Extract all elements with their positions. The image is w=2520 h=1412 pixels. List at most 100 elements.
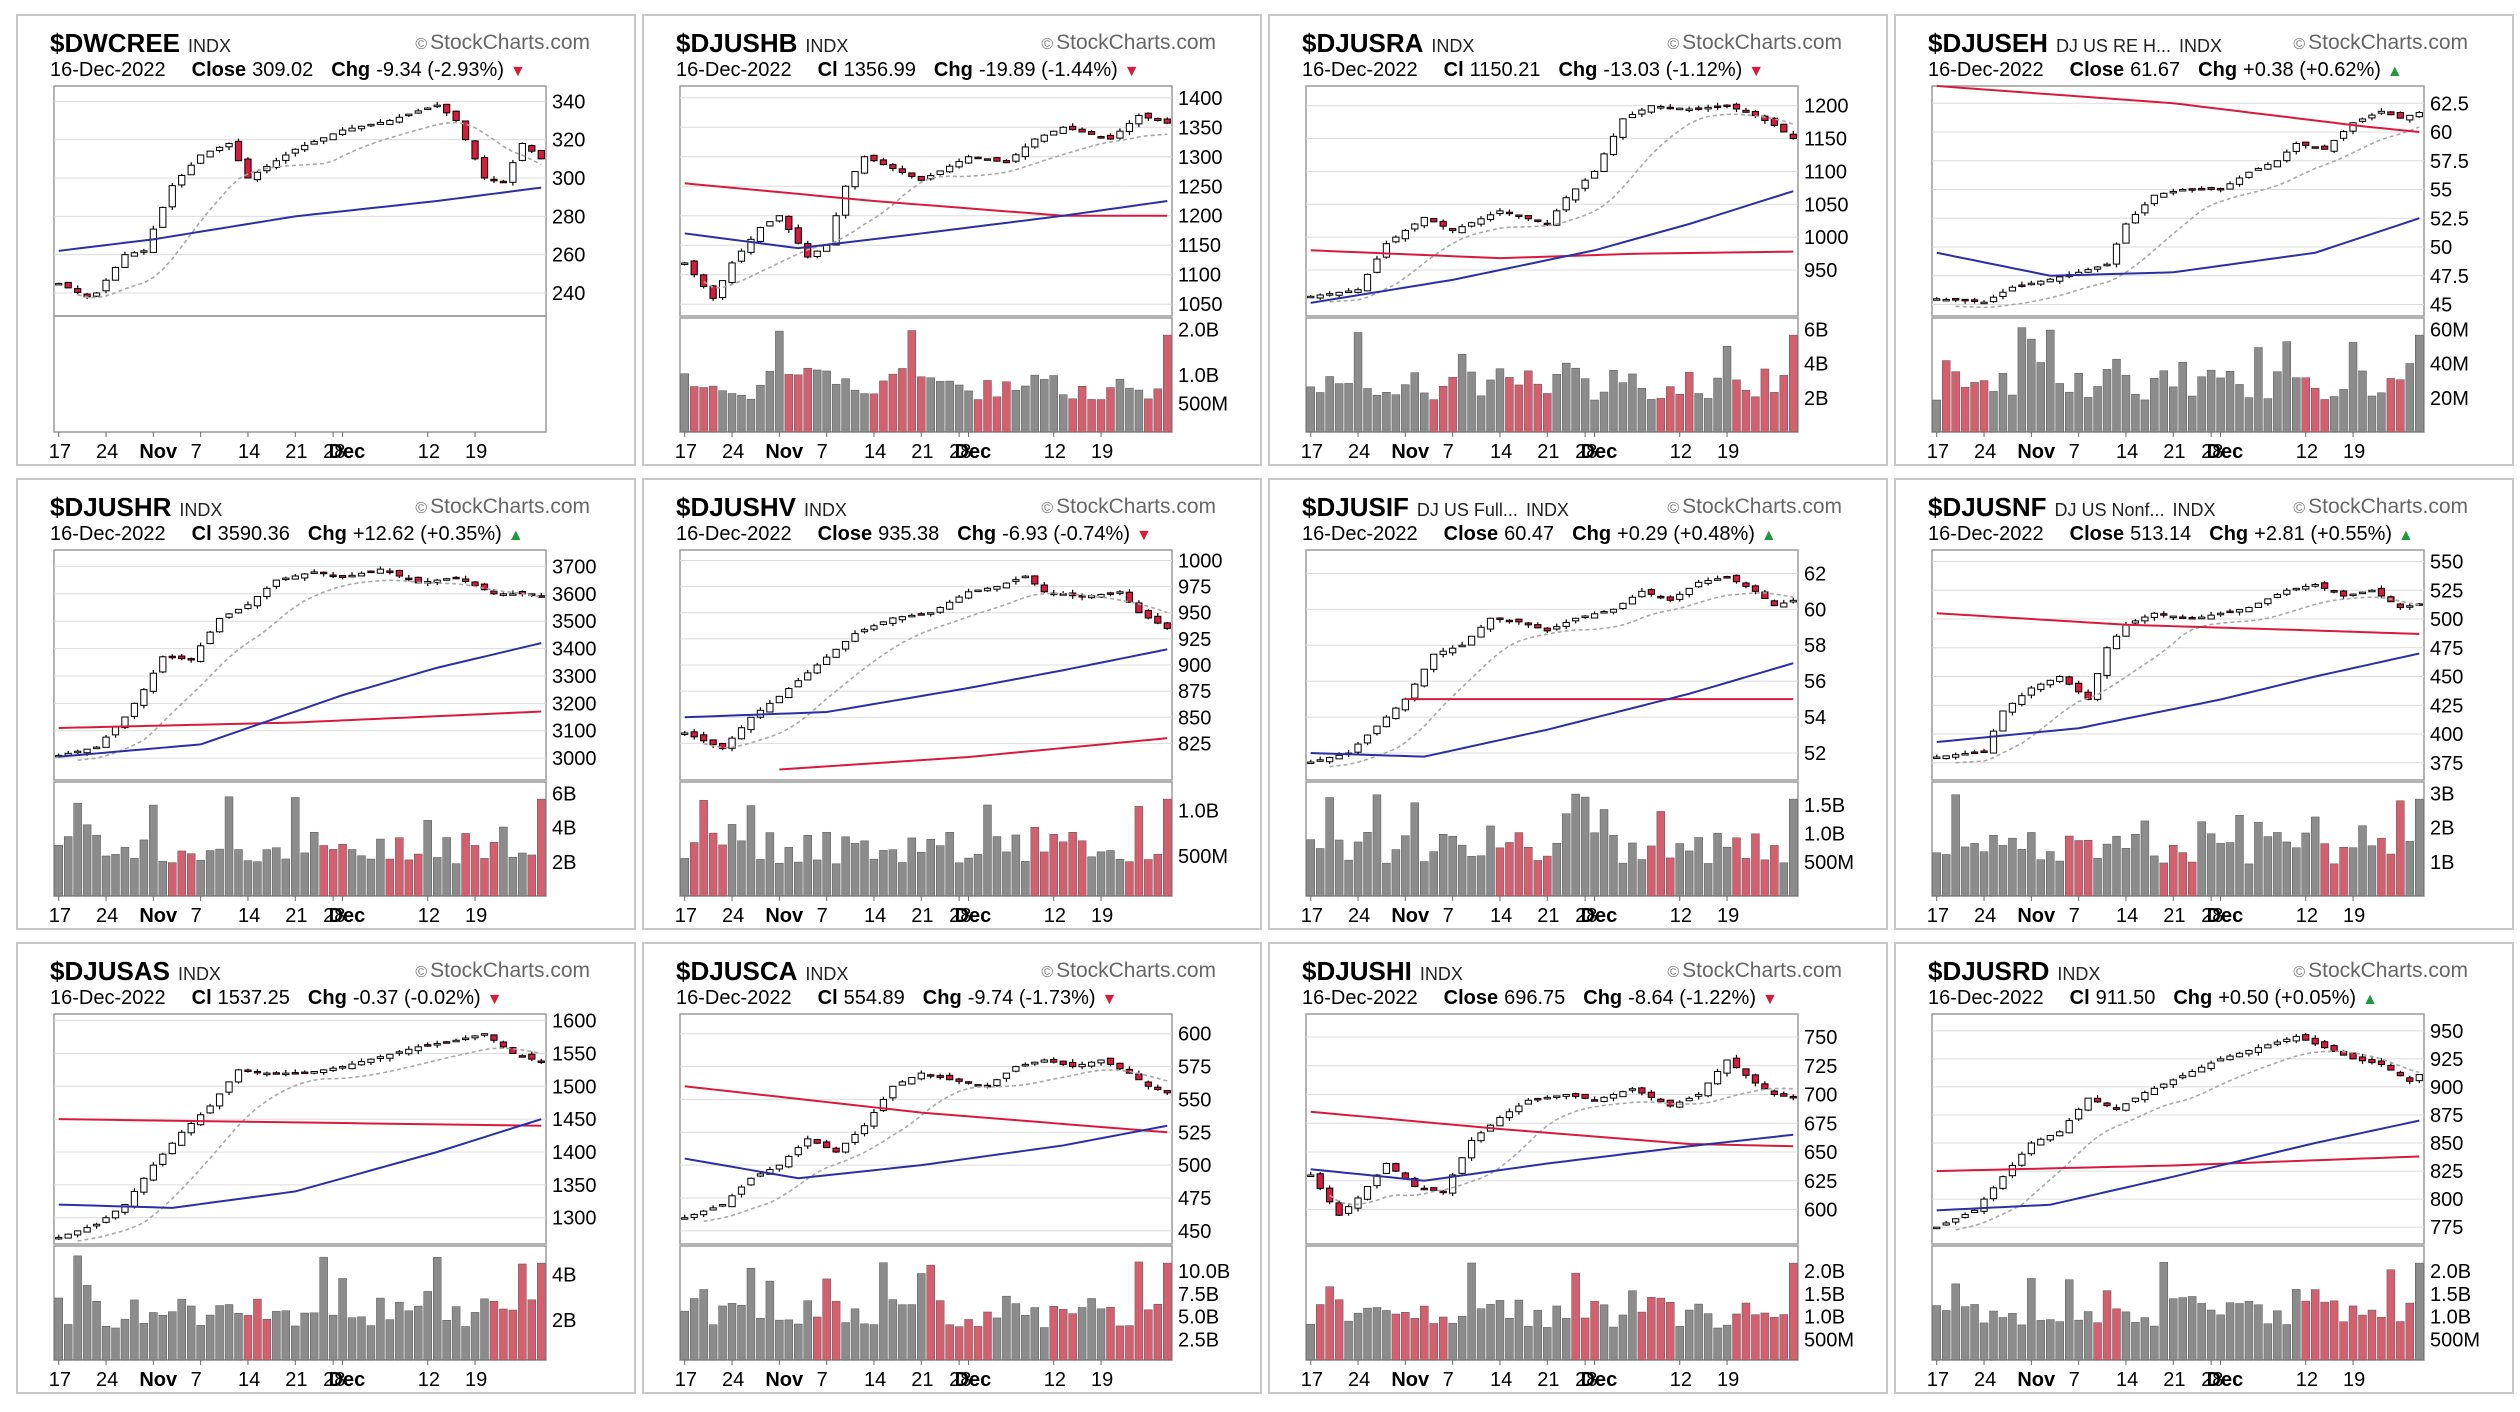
candle [851, 171, 859, 188]
index-type: INDX [805, 964, 849, 984]
candle [860, 629, 869, 633]
volume-bar [1599, 391, 1609, 433]
symbol-label[interactable]: $DJUSCA [676, 956, 798, 986]
candle [1638, 109, 1646, 115]
volume-bar [718, 844, 727, 897]
close-value: 1356.99 [843, 59, 916, 81]
candle [111, 1210, 120, 1219]
volume-bar [2320, 399, 2329, 433]
volume-bar [2263, 1323, 2273, 1361]
symbol-label[interactable]: $DJUSHI [1302, 956, 1412, 986]
volume-bar [1989, 1310, 1998, 1361]
volume-bar [2064, 1279, 2074, 1361]
x-tick-label: 14 [2116, 441, 2138, 463]
x-tick-label: 14 [2116, 1369, 2138, 1391]
symbol-label[interactable]: $DJUSNF [1928, 492, 2047, 522]
volume-bar [1722, 345, 1732, 433]
y-tick-label: 1350 [552, 1175, 597, 1197]
volume-bar [1068, 398, 1077, 433]
y-tick-label: 425 [2430, 695, 2463, 717]
y-tick-label: 1200 [1178, 206, 1223, 228]
change-value: -9.34 (-2.93%) [376, 59, 504, 81]
quote-line: 16-Dec-2022 Close 935.38 Chg -6.93 (-0.74%) ▼ [676, 523, 1250, 547]
candle [1961, 753, 1969, 756]
candle [1657, 106, 1665, 109]
close-value: 1150.21 [1469, 59, 1541, 81]
candle [338, 575, 347, 578]
candle [1363, 1186, 1372, 1200]
candle [102, 279, 110, 292]
volume-bar [1021, 1314, 1030, 1361]
volume-bar [1058, 841, 1068, 897]
volume-bar [1467, 856, 1476, 897]
candle [2254, 1047, 2263, 1053]
volume-bar [746, 398, 756, 433]
x-tick-label: 17 [1301, 905, 1323, 927]
volume-bar [794, 1323, 803, 1361]
candle [2396, 603, 2404, 608]
symbol-label[interactable]: $DJUSHR [50, 492, 172, 522]
volume-bar [1011, 834, 1021, 897]
symbol-label[interactable]: $DJUSAS [50, 956, 170, 986]
candle [1467, 222, 1476, 227]
volume-bar [964, 390, 973, 433]
candle [1059, 126, 1067, 134]
volume-bar [822, 370, 831, 433]
y-tick-label: 1400 [552, 1142, 597, 1164]
x-tick-label: 14 [864, 1369, 886, 1391]
y-tick-label: 55 [2430, 180, 2452, 202]
volume-bar [2150, 1325, 2159, 1361]
y-tick-label: 3700 [552, 556, 597, 578]
volume-bar [461, 1326, 470, 1361]
candle [1676, 107, 1684, 111]
volume-bar [1524, 370, 1533, 433]
volume-bar [964, 1319, 973, 1361]
volume-bar [366, 1325, 376, 1361]
candle [2141, 204, 2149, 214]
ma10-line [77, 121, 542, 299]
candle [338, 1066, 347, 1069]
volume-tick-label: 1B [2430, 852, 2454, 874]
y-tick-label: 54 [1804, 707, 1826, 729]
symbol-label[interactable]: $DWCREE [50, 28, 181, 58]
symbol-label[interactable]: $DJUSHB [676, 28, 798, 58]
volume-bar [1941, 360, 1951, 433]
volume-bar [461, 833, 470, 897]
symbol-label[interactable]: $DJUSRA [1302, 28, 1424, 58]
volume-bar [1106, 850, 1115, 897]
symbol-label[interactable]: $DJUSHV [676, 492, 796, 522]
candle [1999, 710, 2007, 732]
volume-bar [1609, 370, 1618, 433]
y-tick-label: 700 [1804, 1085, 1837, 1107]
volume-bar [253, 861, 262, 897]
volume-bar [917, 851, 926, 897]
y-tick-label: 300 [552, 168, 585, 190]
candle [92, 746, 101, 750]
volume-bar [907, 1304, 917, 1361]
candle [2084, 691, 2092, 700]
candle [2235, 177, 2244, 185]
chart-header: $DJUSCA INDX [676, 956, 1250, 986]
candle [310, 571, 318, 574]
volume-bar [1970, 1304, 1979, 1361]
symbol-label[interactable]: $DJUSRD [1928, 956, 2050, 986]
symbol-label[interactable]: $DJUSIF [1302, 492, 1409, 522]
candle [2103, 647, 2111, 676]
candle [813, 1139, 821, 1144]
candle [946, 601, 954, 610]
volume-bar [765, 832, 775, 897]
volume-tick-label: 1.0B [1178, 801, 1219, 823]
candle [1002, 160, 1011, 164]
volume-bar [1684, 1309, 1694, 1361]
y-tick-label: 850 [1178, 707, 1211, 729]
symbol-label[interactable]: $DJUSEH [1928, 28, 2048, 58]
candle [1392, 236, 1400, 243]
candle [1770, 600, 1778, 607]
candle [879, 621, 888, 625]
volume-bar [1713, 377, 1722, 433]
volume-bar [366, 858, 376, 897]
copyright-icon: © [1667, 36, 1680, 53]
volume-bar [2121, 848, 2131, 897]
quote-line: 16-Dec-2022 Close 513.14 Chg +2.81 (+0.55%) ▲ [1928, 523, 2502, 547]
volume-bar [907, 837, 917, 897]
